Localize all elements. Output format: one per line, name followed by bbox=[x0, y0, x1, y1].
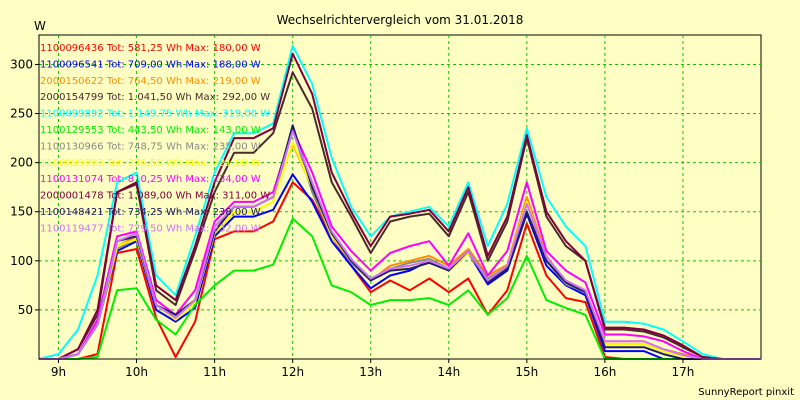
axes bbox=[38, 35, 761, 360]
footer-credit: SunnyReport pinxit bbox=[698, 387, 794, 398]
legend-entry-1100096541: 1100096541 Tot: 709,00 Wh Max: 188,00 W bbox=[40, 59, 261, 70]
x-tick-label: 15h bbox=[515, 365, 538, 379]
ticks: 9h 10h 11h 12h 13h 14h 15h 16h 17h 50 100 150 200 250… bbox=[10, 57, 694, 379]
y-tick-label: 150 bbox=[10, 205, 33, 219]
x-tick-label: 16h bbox=[593, 365, 616, 379]
legend-entry-2000001478: 2000001478 Tot: 1.089,00 Wh Max: 311,00 … bbox=[40, 191, 270, 202]
x-tick-label: 11h bbox=[203, 365, 226, 379]
y-axis-label: W bbox=[34, 19, 46, 33]
legend-entry-1100096436: 1100096436 Tot: 581,25 Wh Max: 180,00 W bbox=[40, 43, 261, 54]
legend-entry-1100148421: 1100148421 Tot: 734,25 Wh Max: 238,00 W bbox=[40, 207, 261, 218]
legend-entry-2000150622: 2000150622 Tot: 764,50 Wh Max: 219,00 W bbox=[40, 76, 261, 87]
x-tick-label: 13h bbox=[359, 365, 382, 379]
y-tick-label: 200 bbox=[10, 156, 33, 170]
y-tick-label: 250 bbox=[10, 107, 33, 121]
x-tick-label: 12h bbox=[281, 365, 304, 379]
series-line-1100119477 bbox=[39, 130, 761, 360]
x-tick-label: 10h bbox=[125, 365, 148, 379]
y-tick-label: 100 bbox=[10, 254, 33, 268]
series-line-2000001478 bbox=[39, 52, 761, 360]
x-tick-label: 17h bbox=[672, 365, 695, 379]
y-tick-label: 50 bbox=[18, 303, 33, 317]
legend: 1100096436 Tot: 581,25 Wh Max: 180,00 W 1… bbox=[40, 43, 270, 234]
series-line-1100096541 bbox=[39, 173, 761, 360]
legend-entry-1100131074: 1100131074 Tot: 810,25 Wh Max: 234,00 W bbox=[40, 174, 261, 185]
series-line-2000154799 bbox=[39, 71, 761, 360]
legend-entry-1100099893: 1100099893 Tot: 726,50 Wh Max: 221,00 W bbox=[40, 158, 261, 169]
x-tick-label: 14h bbox=[437, 365, 460, 379]
x-tick-label: 9h bbox=[51, 365, 66, 379]
y-tick-label: 300 bbox=[10, 57, 33, 71]
legend-entry-1100129553: 1100129553 Tot: 443,50 Wh Max: 143,00 W bbox=[40, 125, 261, 136]
series-line-1100131074 bbox=[39, 128, 761, 360]
chart-title: Wechselrichtervergleich vom 31.01.2018 bbox=[277, 13, 524, 27]
plot-area bbox=[38, 34, 762, 360]
legend-entry-1100099892: 1100099892 Tot: 1.149,75 Wh Max: 319,00 … bbox=[40, 109, 270, 120]
legend-entry-1100119477: 1100119477 Tot: 729,50 Wh Max: 232,00 W bbox=[40, 223, 261, 234]
legend-entry-1100130966: 1100130966 Tot: 748,75 Wh Max: 235,00 W bbox=[40, 141, 261, 152]
legend-entry-2000154799: 2000154799 Tot: 1.041,50 Wh Max: 292,00 … bbox=[40, 92, 270, 103]
